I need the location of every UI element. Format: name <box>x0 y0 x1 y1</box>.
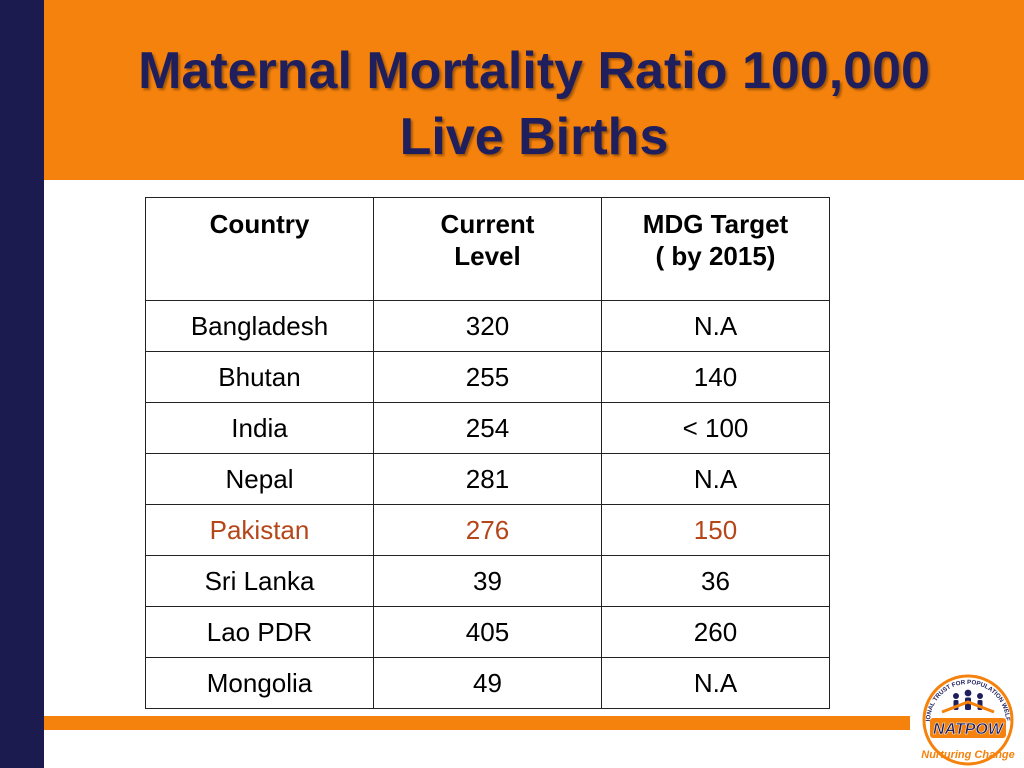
cell-current: 49 <box>374 658 602 709</box>
header-current-line2: Level <box>454 241 521 271</box>
cell-country: Mongolia <box>146 658 374 709</box>
cell-target: 260 <box>602 607 830 658</box>
table-row: Lao PDR 405 260 <box>146 607 830 658</box>
logo-name: NATPOW <box>933 721 1005 738</box>
cell-country: Nepal <box>146 454 374 505</box>
header-mdg-target: MDG Target ( by 2015) <box>602 198 830 301</box>
cell-target: 36 <box>602 556 830 607</box>
table-header-row: Country Current Level MDG Target ( by 20… <box>146 198 830 301</box>
cell-country: Lao PDR <box>146 607 374 658</box>
header-country-label: Country <box>210 209 310 239</box>
table-row-highlighted: Pakistan 276 150 <box>146 505 830 556</box>
cell-target: < 100 <box>602 403 830 454</box>
header-current-line1: Current <box>441 209 535 239</box>
cell-country: India <box>146 403 374 454</box>
cell-current: 405 <box>374 607 602 658</box>
mortality-table: Country Current Level MDG Target ( by 20… <box>145 197 830 709</box>
cell-country: Bhutan <box>146 352 374 403</box>
table-row: Sri Lanka 39 36 <box>146 556 830 607</box>
cell-target: N.A <box>602 658 830 709</box>
cell-target: 150 <box>602 505 830 556</box>
table-row: Bhutan 255 140 <box>146 352 830 403</box>
cell-current: 39 <box>374 556 602 607</box>
slide-title-line2: Live Births <box>44 104 1024 170</box>
slide-title: Maternal Mortality Ratio 100,000 Live Bi… <box>44 38 1024 170</box>
cell-target: 140 <box>602 352 830 403</box>
cell-current: 254 <box>374 403 602 454</box>
cell-country: Bangladesh <box>146 301 374 352</box>
table-row: Mongolia 49 N.A <box>146 658 830 709</box>
left-accent-bar <box>0 0 44 768</box>
cell-current: 281 <box>374 454 602 505</box>
table-row: Nepal 281 N.A <box>146 454 830 505</box>
cell-country: Pakistan <box>146 505 374 556</box>
header-country: Country <box>146 198 374 301</box>
cell-current: 320 <box>374 301 602 352</box>
natpow-logo: NATIONAL TRUST FOR POPULATION WELFARE NA… <box>912 660 1024 768</box>
header-target-line1: MDG Target <box>643 209 788 239</box>
logo-tagline: Nurturing Change <box>921 749 1015 761</box>
table-row: Bangladesh 320 N.A <box>146 301 830 352</box>
header-current-level: Current Level <box>374 198 602 301</box>
cell-target: N.A <box>602 301 830 352</box>
footer-accent-bar <box>44 716 910 730</box>
cell-current: 255 <box>374 352 602 403</box>
cell-country: Sri Lanka <box>146 556 374 607</box>
slide-title-line1: Maternal Mortality Ratio 100,000 <box>44 38 1024 104</box>
cell-current: 276 <box>374 505 602 556</box>
table-row: India 254 < 100 <box>146 403 830 454</box>
header-target-line2: ( by 2015) <box>656 241 776 271</box>
cell-target: N.A <box>602 454 830 505</box>
